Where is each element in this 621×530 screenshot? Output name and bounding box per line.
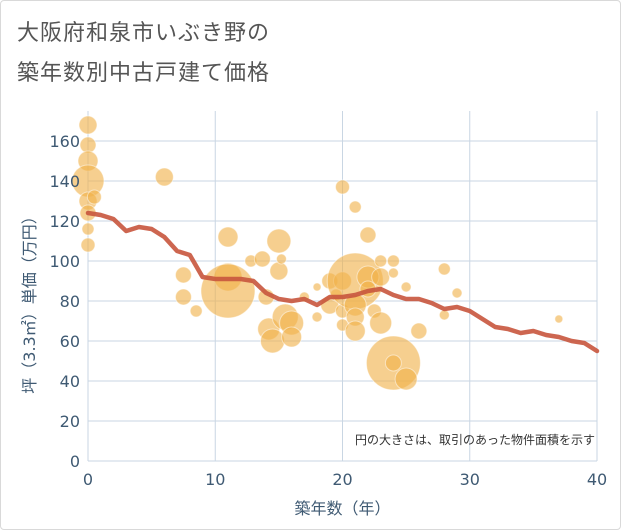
bubble-point bbox=[174, 266, 192, 284]
trend-line-group bbox=[85, 210, 600, 354]
axis-ticks: 0 20 40 60 80 100 120 140 160 0 10 20 30 40 bbox=[49, 132, 607, 489]
bubble-point bbox=[281, 326, 303, 348]
chart-title-line-2: 築年数別中古戸建て価格 bbox=[17, 61, 271, 86]
y-tick-label: 120 bbox=[49, 212, 80, 231]
bubble-point bbox=[266, 228, 292, 254]
bubble-point bbox=[335, 179, 350, 195]
y-tick-label: 20 bbox=[60, 412, 80, 431]
bubble-point bbox=[451, 287, 463, 299]
x-tick-label: 10 bbox=[205, 470, 225, 489]
x-tick-label: 40 bbox=[587, 470, 607, 489]
y-tick-label: 140 bbox=[49, 172, 80, 191]
y-tick-label: 0 bbox=[70, 452, 80, 471]
y-tick-label: 80 bbox=[60, 292, 80, 311]
bubble-point bbox=[410, 322, 428, 340]
bubble-point bbox=[554, 314, 564, 324]
x-tick-label: 0 bbox=[83, 470, 93, 489]
bubble-point bbox=[384, 354, 402, 372]
bubble-point bbox=[348, 200, 362, 214]
y-axis-label: 坪（3.3㎡）単価（万円） bbox=[20, 208, 39, 393]
bubble-point bbox=[438, 309, 450, 321]
bubble-point bbox=[80, 237, 96, 253]
x-tick-label: 30 bbox=[460, 470, 480, 489]
bubble-point bbox=[189, 304, 203, 318]
bubble-point bbox=[437, 262, 451, 276]
bubble-point bbox=[311, 311, 323, 323]
bubble-point bbox=[394, 367, 418, 391]
bubble-point bbox=[374, 254, 388, 268]
x-axis-label: 築年数（年） bbox=[294, 499, 390, 518]
trend-line bbox=[85, 210, 600, 354]
x-tick-label: 20 bbox=[332, 470, 352, 489]
bubble-point bbox=[371, 267, 391, 287]
bubble-series bbox=[71, 115, 564, 391]
bubble-point bbox=[369, 311, 393, 335]
bubble-point bbox=[400, 281, 412, 293]
bubble-point bbox=[344, 320, 366, 342]
bubble-point bbox=[386, 254, 400, 268]
bubble-point bbox=[81, 222, 95, 236]
bubble-point bbox=[200, 263, 256, 319]
y-tick-label: 100 bbox=[49, 252, 80, 271]
bubble-point bbox=[387, 267, 399, 279]
bubble-point bbox=[78, 115, 98, 135]
bubble-point bbox=[260, 328, 286, 354]
bubble-size-note: 円の大きさは、取引のあった物件面積を示す bbox=[355, 432, 595, 447]
bubble-point bbox=[312, 282, 322, 292]
y-tick-label: 60 bbox=[60, 332, 80, 351]
bubble-point bbox=[86, 189, 102, 205]
bubble-point bbox=[217, 226, 239, 248]
y-tick-label: 160 bbox=[49, 132, 80, 151]
bubble-point bbox=[359, 226, 377, 244]
bubble-point bbox=[275, 253, 287, 265]
bubble-point bbox=[154, 167, 174, 187]
bubble-point bbox=[253, 250, 271, 268]
bubble-point bbox=[269, 261, 289, 281]
bubble-point bbox=[174, 288, 192, 306]
chart-title-line-1: 大阪府和泉市いぶき野の bbox=[17, 21, 271, 46]
y-tick-label: 40 bbox=[60, 372, 80, 391]
